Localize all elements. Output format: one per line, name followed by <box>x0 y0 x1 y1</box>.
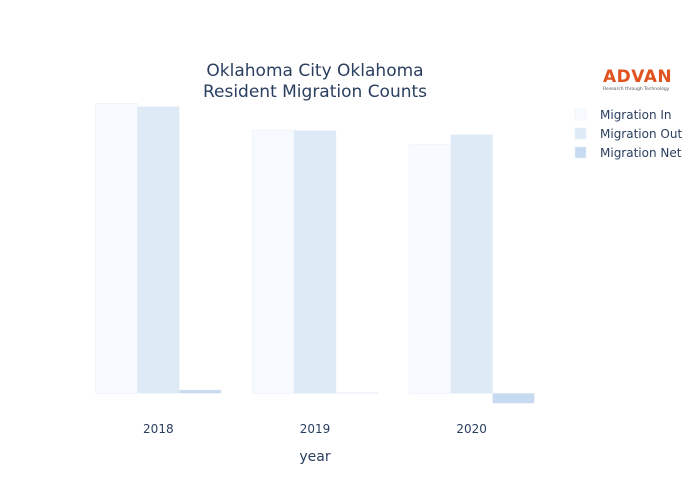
bar-migration-net-2019[interactable] <box>335 392 378 394</box>
bar-migration-out-2020[interactable] <box>450 134 493 394</box>
legend-item[interactable]: Migration In <box>574 108 672 122</box>
bar-migration-in-2019[interactable] <box>252 129 295 394</box>
chart-title-line-1: Oklahoma City Oklahoma <box>206 61 423 81</box>
bar-migration-in-2018[interactable] <box>95 103 138 394</box>
legend-swatch <box>574 146 587 159</box>
bar-migration-out-2019[interactable] <box>293 130 337 394</box>
x-tick-label: 2020 <box>456 422 487 436</box>
x-tick-label: 2019 <box>300 422 331 436</box>
legend-swatch <box>574 127 587 140</box>
legend-swatch <box>574 108 587 121</box>
bar-migration-net-2018[interactable] <box>178 389 222 394</box>
legend-item[interactable]: Migration Net <box>574 146 682 160</box>
x-axis-title: year <box>299 449 330 465</box>
x-tick-label: 2018 <box>143 422 174 436</box>
bar-migration-in-2020[interactable] <box>408 144 452 394</box>
chart-title-line-2: Resident Migration Counts <box>203 82 427 102</box>
advan-logo: ADVAN Research through Technology <box>603 67 672 92</box>
legend-label: Migration Out <box>600 127 682 141</box>
bar-migration-out-2018[interactable] <box>137 106 180 394</box>
chart-title: Oklahoma City Oklahoma Resident Migratio… <box>203 61 427 102</box>
legend-label: Migration In <box>600 108 672 122</box>
bar-migration-net-2020[interactable] <box>492 393 535 404</box>
plot-area <box>95 103 535 404</box>
x-axis-ticks: 2018 2019 2020 <box>143 422 487 436</box>
legend-label: Migration Net <box>600 146 682 160</box>
legend-item[interactable]: Migration Out <box>574 127 682 141</box>
legend[interactable]: Migration In Migration Out Migration Net <box>574 108 682 160</box>
logo-tagline: Research through Technology <box>603 86 670 92</box>
logo-wordmark: ADVAN <box>603 67 672 87</box>
